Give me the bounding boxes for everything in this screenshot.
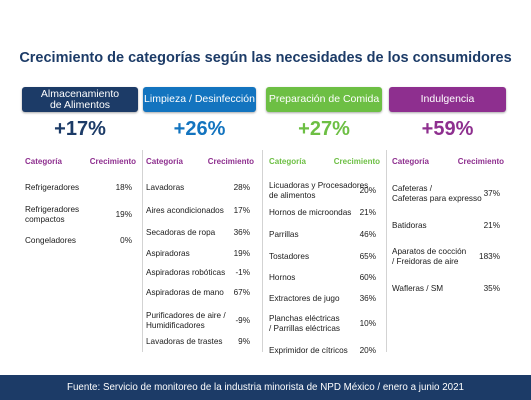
row-growth-value: 183% <box>479 252 500 261</box>
category-growth: +27% <box>298 118 350 140</box>
column-header-crecimiento: Crecimiento <box>207 157 254 166</box>
row-category-name: Wafleras / SM <box>392 284 444 293</box>
row-category-name: Aspiradoras robóticas <box>146 268 226 277</box>
row-growth-value: 60% <box>359 273 376 282</box>
column-header-categoria: Categoría <box>25 157 62 166</box>
row-growth-value: 17% <box>233 206 250 215</box>
row-category-name: Tostadores <box>269 252 310 261</box>
row-category-name: Refrigeradores <box>25 183 80 192</box>
row-growth-value: 9% <box>238 337 250 346</box>
category-header: Preparación de Comida <box>266 87 382 112</box>
column-header-categoria: Categoría <box>269 157 306 166</box>
category-header: Almacenamiento de Alimentos <box>22 87 138 112</box>
row-category-name: Hornos de microondas <box>269 208 352 217</box>
column-header-crecimiento: Crecimiento <box>89 157 136 166</box>
row-growth-value: 35% <box>483 284 500 293</box>
row-category-name: Lavadoras de trastes <box>146 337 223 346</box>
row-growth-value: 21% <box>359 208 376 217</box>
column-header-categoria: Categoría <box>392 157 429 166</box>
row-category-name: Extractores de jugo <box>269 294 340 303</box>
row-category-name: Planchas eléctricas / Parrillas eléctric… <box>269 314 340 333</box>
row-category-name: Aspiradoras de mano <box>146 288 224 297</box>
category-growth: +26% <box>173 118 226 140</box>
row-growth-value: 10% <box>359 319 376 328</box>
row-growth-value: -9% <box>235 316 250 325</box>
category-growth: +59% <box>421 118 474 140</box>
page-title: Crecimiento de categorías según las nece… <box>19 50 512 66</box>
column-header-categoria: Categoría <box>146 157 183 166</box>
row-growth-value: 36% <box>359 294 376 303</box>
row-growth-value: 20% <box>359 186 376 195</box>
column-header-crecimiento: Crecimiento <box>333 157 380 166</box>
row-category-name: Lavadoras <box>146 183 185 192</box>
row-growth-value: 21% <box>483 221 500 230</box>
row-growth-value: -1% <box>235 268 250 277</box>
row-growth-value: 37% <box>483 189 500 198</box>
column-divider <box>386 150 387 352</box>
row-growth-value: 20% <box>359 346 376 355</box>
category-growth: +17% <box>54 118 106 140</box>
row-category-name: Cafeteras / Cafeteras para expresso <box>392 184 482 203</box>
row-category-name: Batidoras <box>392 221 427 230</box>
row-category-name: Hornos <box>269 273 296 282</box>
column-header-crecimiento: Crecimiento <box>457 157 504 166</box>
row-growth-value: 28% <box>233 183 250 192</box>
category-header: Indulgencia <box>389 87 506 112</box>
row-category-name: Purificadores de aire / Humidificadores <box>146 311 226 330</box>
row-growth-value: 36% <box>233 228 250 237</box>
row-category-name: Aires acondicionados <box>146 206 224 215</box>
category-panel: Limpieza / Desinfección +26% Categoría Crec… <box>143 87 256 357</box>
column-divider <box>262 150 263 352</box>
row-category-name: Exprimidor de cítricos <box>269 346 348 355</box>
category-panel: Preparación de Comida +27% Categoría Crecim… <box>266 87 382 357</box>
row-category-name: Parrillas <box>269 230 299 239</box>
category-header: Limpieza / Desinfección <box>143 87 256 112</box>
row-category-name: Aparatos de cocción / Freidoras de aire <box>392 247 467 266</box>
row-growth-value: 67% <box>233 288 250 297</box>
category-panel: Indulgencia +59% Categoría Crecimiento Cafet… <box>389 87 506 357</box>
row-growth-value: 0% <box>120 236 132 245</box>
source-footer: Fuente: Servicio de monitoreo de la indu… <box>0 375 531 400</box>
row-growth-value: 19% <box>115 210 132 219</box>
row-growth-value: 19% <box>233 249 250 258</box>
row-category-name: Refrigeradores compactos <box>25 205 80 224</box>
row-growth-value: 18% <box>115 183 132 192</box>
row-growth-value: 65% <box>359 252 376 261</box>
row-category-name: Secadoras de ropa <box>146 228 216 237</box>
row-category-name: Aspiradoras <box>146 249 190 258</box>
row-category-name: Licuadoras y Procesadores de alimentos <box>269 181 369 200</box>
row-growth-value: 46% <box>359 230 376 239</box>
row-category-name: Congeladores <box>25 236 76 245</box>
category-panel: Almacenamiento de Alimentos +17% Categoría… <box>22 87 138 357</box>
column-divider <box>142 150 143 352</box>
